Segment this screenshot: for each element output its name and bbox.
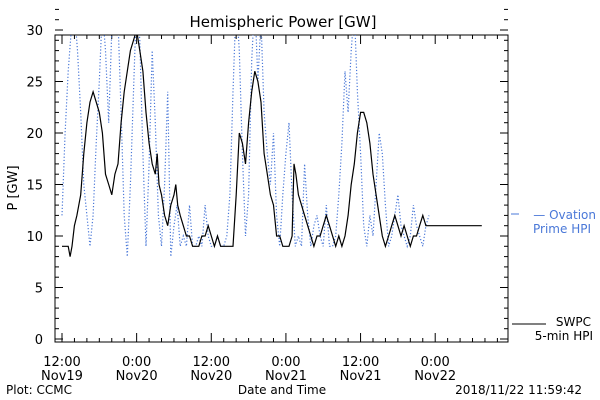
plot-credit: Plot: CCMC: [6, 383, 72, 397]
series-layer: [61, 35, 519, 257]
swpc-hpi-line: [62, 35, 482, 257]
y-tick-label: 20: [26, 127, 43, 142]
legend-swpc-line1: SWPC: [556, 315, 591, 329]
legend-ovation-line1: — Ovation: [533, 208, 596, 222]
legend-swpc: SWPC 5-min HPI: [512, 315, 593, 343]
y-tick-label: 5: [35, 282, 43, 297]
x-tick-date-label: Nov19: [41, 369, 83, 384]
x-axis-ticks: 12:00Nov190:00Nov2012:00Nov200:00Nov2112…: [41, 35, 498, 384]
x-tick-time-label: 12:00: [43, 355, 80, 370]
x-axis-label: Date and Time: [238, 383, 326, 397]
chart-title: Hemispheric Power [GW]: [190, 13, 377, 31]
x-tick-date-label: Nov22: [414, 369, 456, 384]
y-tick-label: 15: [26, 179, 43, 194]
y-tick-label: 10: [26, 230, 43, 245]
x-tick-time-label: 12:00: [193, 355, 230, 370]
plot-frame: [54, 34, 509, 343]
x-tick-date-label: Nov20: [116, 369, 158, 384]
x-tick-time-label: 0:00: [421, 355, 450, 370]
y-axis-ticks: 0 5 10 15 20 25 30: [26, 8, 508, 348]
y-tick-label: 30: [26, 24, 43, 39]
legend-ovation-line2: Prime HPI: [533, 222, 591, 236]
ovation-prime-hpi-line: [61, 35, 430, 257]
legend-ovation: — Ovation Prime HPI: [533, 208, 596, 236]
legend-swpc-line2: 5-min HPI: [535, 329, 593, 343]
x-tick-date-label: Nov20: [190, 369, 232, 384]
x-tick-date-label: Nov21: [340, 369, 382, 384]
x-tick-time-label: 0:00: [122, 355, 151, 370]
x-tick-date-label: Nov21: [265, 369, 307, 384]
y-axis-label: P [GW]: [6, 165, 21, 210]
y-tick-label: 0: [35, 333, 43, 348]
y-tick-label: 25: [26, 76, 43, 91]
x-tick-time-label: 0:00: [271, 355, 300, 370]
x-tick-time-label: 12:00: [342, 355, 379, 370]
plot-timestamp: 2018/11/22 11:59:42: [455, 383, 582, 397]
